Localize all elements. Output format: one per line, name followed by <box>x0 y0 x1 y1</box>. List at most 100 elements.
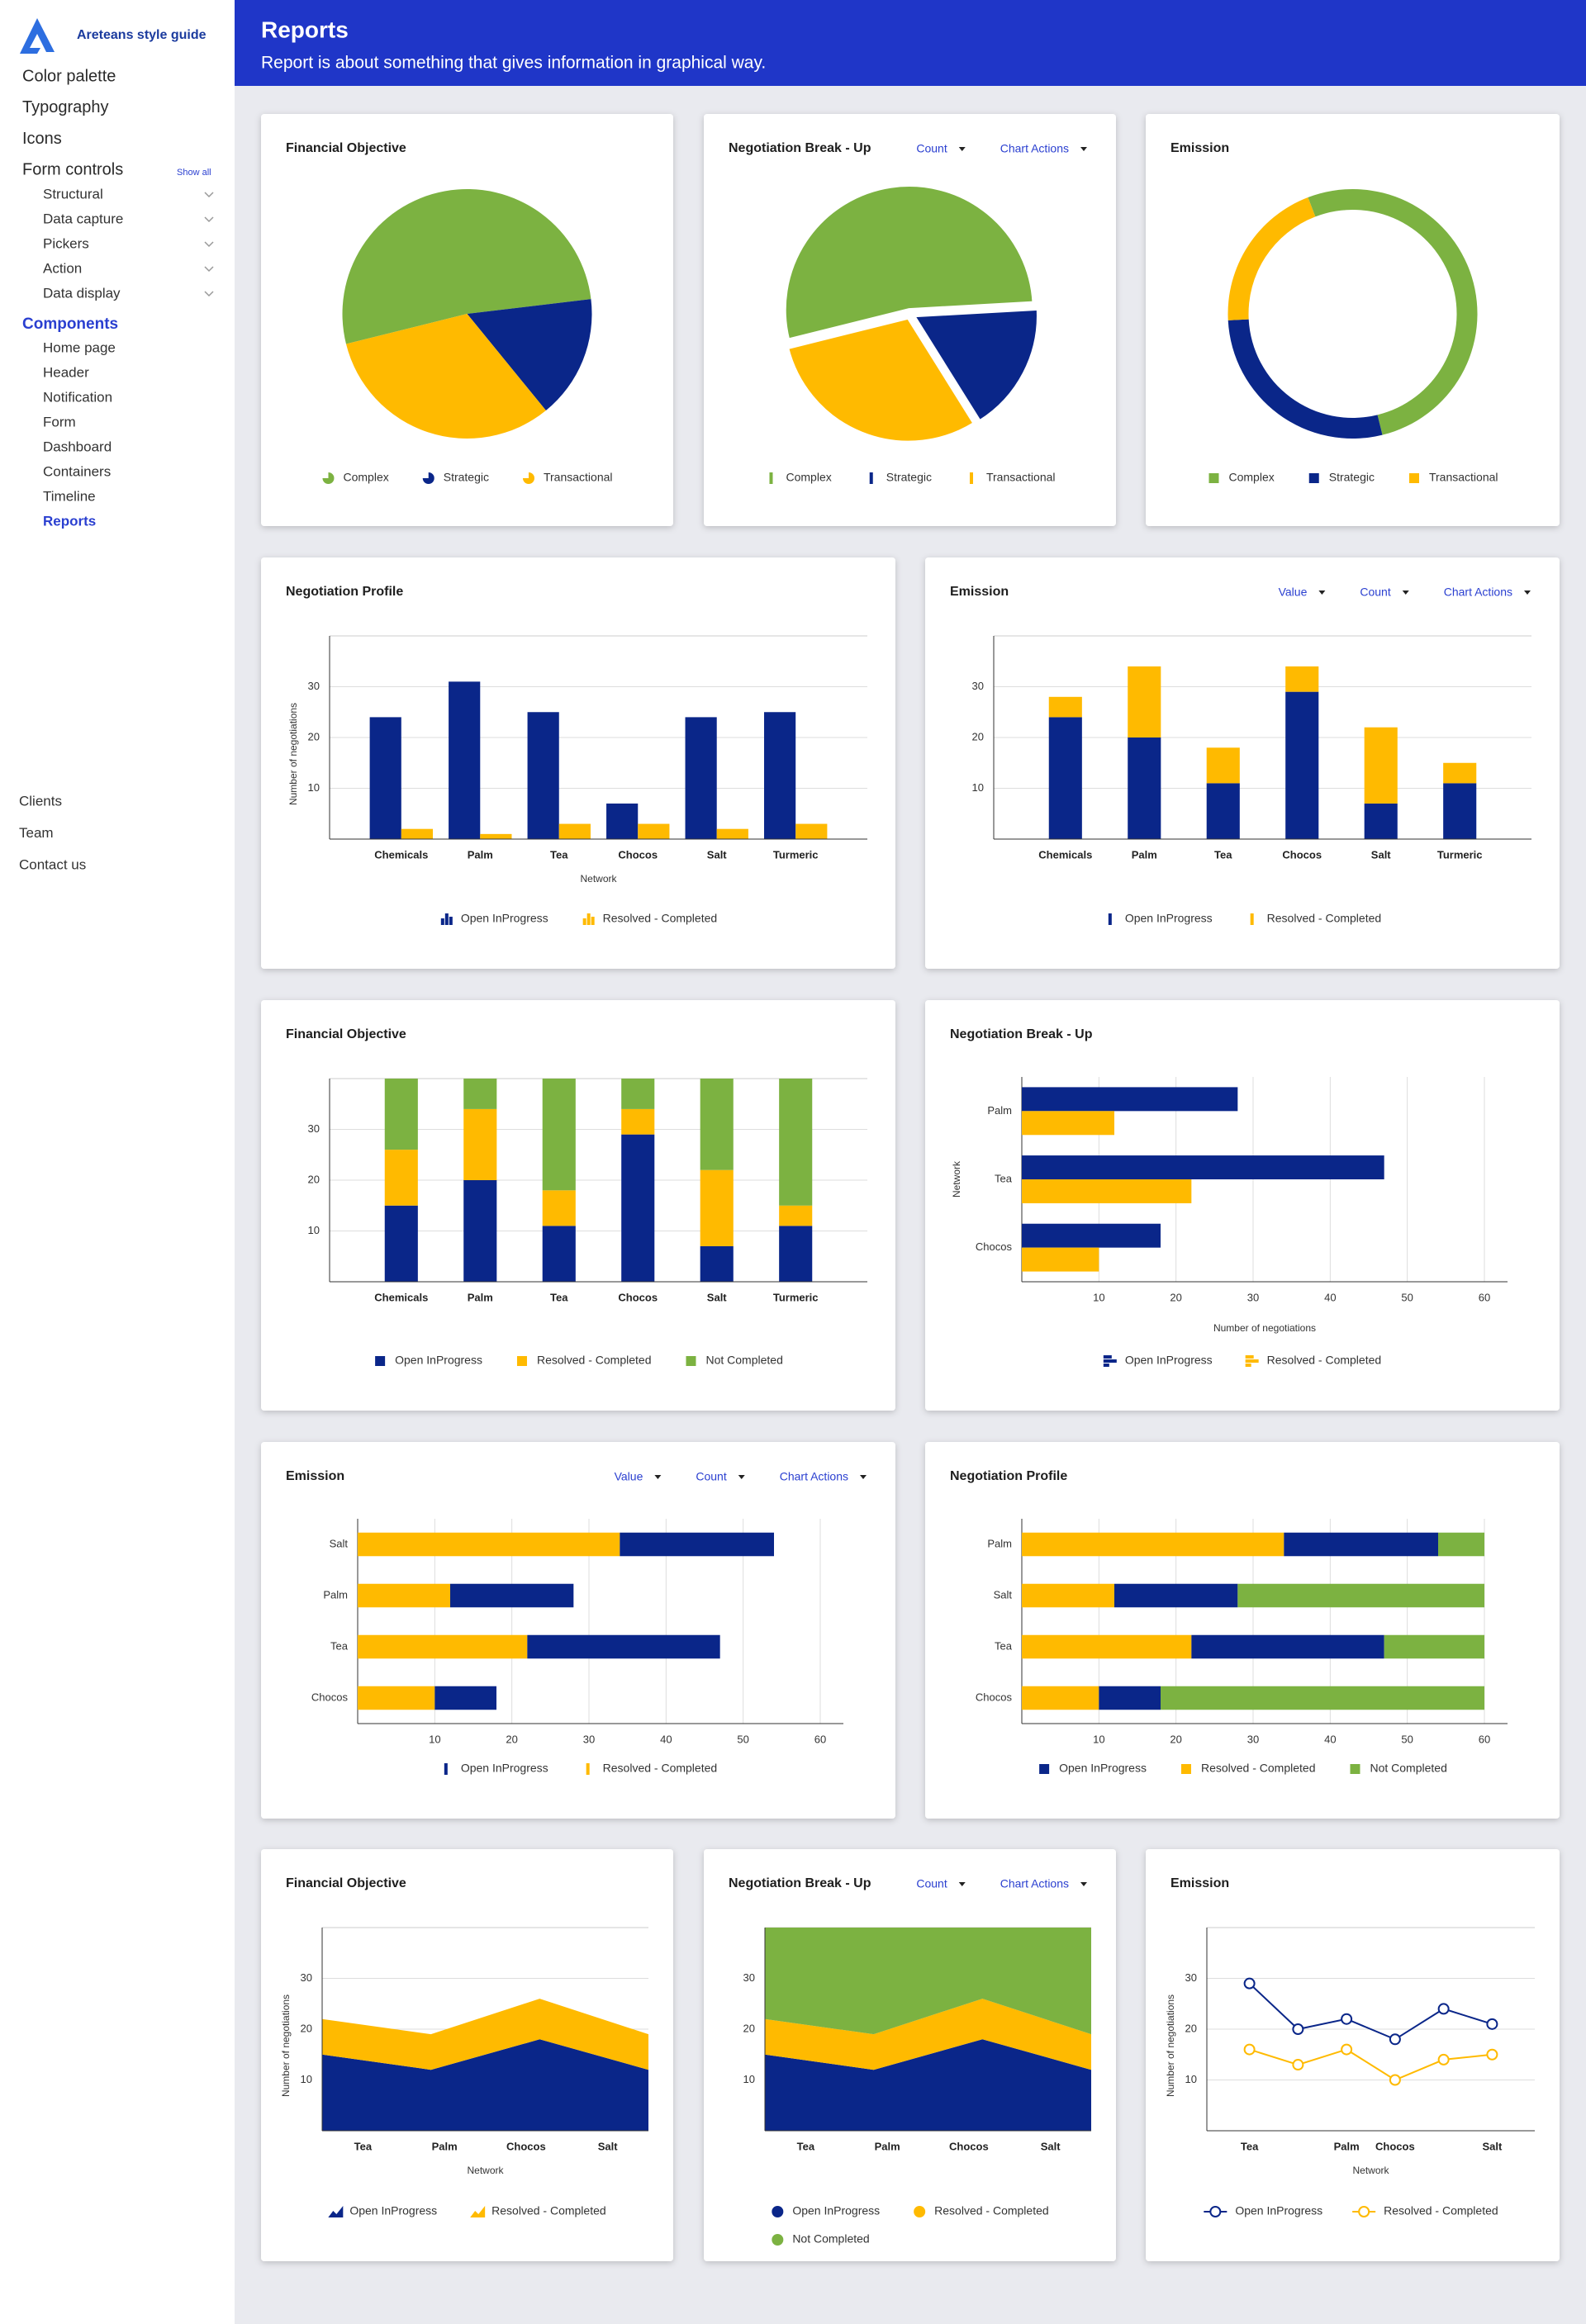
area <box>322 1999 648 2070</box>
logo[interactable] <box>20 18 55 54</box>
dropdown[interactable]: Chart Actions <box>780 1470 848 1483</box>
show-all-link[interactable]: Show all <box>177 168 211 178</box>
x-tick-label: 50 <box>1401 1733 1413 1745</box>
legend-marker <box>1108 913 1112 925</box>
bar-segment <box>384 1150 418 1206</box>
y-tick-label: Palm <box>323 1588 348 1601</box>
nav-sublink[interactable]: Data display <box>43 285 121 301</box>
footer-link[interactable]: Contact us <box>19 856 86 872</box>
bar-segment <box>358 1634 528 1659</box>
x-tick-label: 40 <box>660 1733 672 1745</box>
nav-sublink[interactable]: Notification <box>43 389 112 405</box>
dropdown[interactable]: Chart Actions <box>1444 586 1512 599</box>
nav-link[interactable]: Icons <box>22 130 62 148</box>
area <box>765 1999 1091 2070</box>
x-tick-label: Palm <box>432 2140 458 2152</box>
dropdown-caret[interactable] <box>1402 590 1409 595</box>
bar-segment <box>1206 747 1240 784</box>
chart-card: Emission 10 20 30 Tea Palm Chocos Salt Network Nu… <box>1146 1849 1560 2261</box>
nav-sublink[interactable]: Pickers <box>43 235 89 251</box>
brand[interactable]: Areteans style guide <box>77 28 207 42</box>
y-tick-label: 20 <box>308 730 320 742</box>
dropdown[interactable]: Count <box>696 1470 726 1483</box>
dropdown[interactable]: Value <box>615 1470 643 1483</box>
x-tick-label: 30 <box>1247 1733 1259 1745</box>
nav-sublink[interactable]: Home page <box>43 339 116 355</box>
x-tick-label: 60 <box>814 1733 826 1745</box>
dropdown-caret[interactable] <box>738 1475 745 1479</box>
bar-segment <box>700 1079 734 1170</box>
nav-link[interactable]: Color palette <box>22 67 116 85</box>
x-tick-label: Palm <box>1132 848 1157 861</box>
pie-slice <box>345 314 546 439</box>
dropdown-caret[interactable] <box>654 1475 662 1479</box>
dropdown-caret[interactable] <box>1080 147 1087 151</box>
bar-segment <box>1022 1686 1099 1710</box>
legend-marker <box>1180 1764 1191 1774</box>
nav-sublink[interactable]: Containers <box>43 463 111 479</box>
footer-link[interactable]: Clients <box>19 793 62 809</box>
x-tick-label: Tea <box>550 1291 568 1303</box>
chevron[interactable] <box>204 241 214 248</box>
card-background <box>261 557 895 969</box>
nav-sublink[interactable]: Dashboard <box>43 439 112 454</box>
legend-label: Not Completed <box>792 2232 869 2246</box>
chevron[interactable] <box>204 216 214 223</box>
nav-link[interactable]: Form controls <box>22 161 123 179</box>
dropdown[interactable]: Count <box>916 1877 947 1890</box>
nav-section[interactable]: Components <box>22 315 118 333</box>
dropdown[interactable]: Value <box>1279 586 1308 599</box>
bar <box>369 717 401 839</box>
dropdown-caret[interactable] <box>1524 590 1531 595</box>
chevron[interactable] <box>204 192 214 198</box>
dropdown-caret[interactable] <box>1318 590 1326 595</box>
bar-segment <box>1048 717 1082 839</box>
card-background <box>925 557 1560 969</box>
dropdown[interactable]: Chart Actions <box>1000 1877 1069 1890</box>
bar-segment <box>1022 1532 1284 1557</box>
dropdown-caret[interactable] <box>1080 1882 1087 1886</box>
nav-sublink[interactable]: Header <box>43 364 89 380</box>
nav-sublink[interactable]: Reports <box>43 513 96 529</box>
nav-sublink[interactable]: Timeline <box>43 488 96 504</box>
dropdown[interactable]: Count <box>1360 586 1390 599</box>
x-tick-label: 10 <box>1093 1733 1104 1745</box>
bar <box>716 828 748 839</box>
chevron[interactable] <box>204 266 214 273</box>
bar <box>606 803 639 839</box>
x-axis-label: Network <box>1352 2165 1389 2176</box>
x-tick-label: Palm <box>1334 2140 1360 2152</box>
nav-sublink[interactable]: Data capture <box>43 211 123 226</box>
bar-segment <box>1285 691 1319 839</box>
nav-sublink[interactable]: Form <box>43 414 76 429</box>
point <box>1341 2013 1353 2025</box>
y-tick-label: 30 <box>1185 1971 1197 1984</box>
bar-segment <box>1191 1634 1384 1659</box>
chart-title: Financial Objective <box>286 141 406 155</box>
dropdown-caret[interactable] <box>958 1882 966 1886</box>
bar <box>480 833 512 839</box>
legend-label: Open InProgress <box>461 1762 548 1775</box>
bar-segment <box>358 1583 450 1608</box>
legend-marker <box>516 1356 527 1366</box>
y-tick-label: Tea <box>330 1639 349 1652</box>
chevron[interactable] <box>204 291 214 297</box>
footer-link[interactable]: Team <box>19 825 54 841</box>
dropdown-caret[interactable] <box>958 147 966 151</box>
legend-marker <box>1245 1364 1251 1367</box>
legend-marker <box>1208 473 1219 483</box>
dropdown[interactable]: Chart Actions <box>1000 142 1069 155</box>
x-tick-label: Chocos <box>1375 2140 1415 2152</box>
x-tick-label: Palm <box>468 848 493 861</box>
nav-link[interactable]: Typography <box>22 98 109 116</box>
point <box>1437 2003 1450 2015</box>
nav-sublink[interactable]: Action <box>43 260 82 276</box>
dropdown-caret[interactable] <box>860 1475 867 1479</box>
x-tick-label: Salt <box>707 1291 728 1303</box>
x-tick-label: 20 <box>1170 1733 1181 1745</box>
legend-label: Resolved - Completed <box>603 1762 718 1775</box>
legend-marker <box>470 2206 486 2217</box>
nav-sublink[interactable]: Structural <box>43 186 103 202</box>
dropdown[interactable]: Count <box>916 142 947 155</box>
legend-label: Resolved - Completed <box>491 2204 606 2217</box>
